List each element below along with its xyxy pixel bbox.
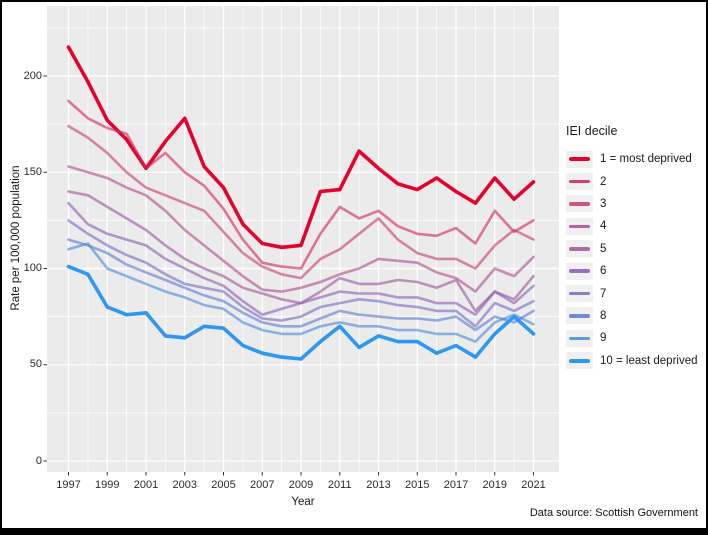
legend-key-icon — [566, 150, 593, 168]
legend-item-decile-6: 6 — [566, 260, 704, 282]
x-tick-label: 2015 — [405, 479, 430, 491]
x-tick-label: 2007 — [250, 479, 275, 491]
x-tick-label: 2005 — [211, 479, 236, 491]
series-line-decile-2 — [67, 99, 535, 270]
legend-key-icon — [566, 173, 593, 191]
legend-item-decile-1: 1 = most deprived — [566, 148, 704, 170]
x-tick-label: 2019 — [482, 479, 507, 491]
legend-swatch — [569, 269, 590, 273]
y-tick-label: 100 — [23, 262, 42, 274]
legend-label: 10 = least deprived — [600, 354, 698, 367]
legend-item-decile-2: 2 — [566, 170, 704, 192]
legend: IEI decile 1 = most deprived 2 3 4 5 6 7 8 9 10 =… — [566, 124, 704, 372]
plot-area — [43, 6, 559, 476]
legend-key-icon — [566, 195, 593, 213]
legend-label: 9 — [600, 332, 607, 345]
legend-item-decile-8: 8 — [566, 305, 704, 327]
x-tick-label: 2001 — [133, 479, 159, 491]
legend-swatch — [569, 247, 590, 251]
legend-key-icon — [566, 285, 593, 303]
y-tick-label: 50 — [29, 358, 42, 371]
x-tick-label: 2009 — [288, 479, 314, 491]
data-source-caption: Data source: Scottish Government — [529, 507, 698, 519]
legend-key-icon — [566, 329, 593, 347]
legend-items: 1 = most deprived 2 3 4 5 6 7 8 9 10 = least depr… — [566, 148, 704, 372]
legend-item-decile-4: 4 — [566, 215, 704, 237]
legend-swatch — [569, 314, 590, 318]
legend-swatch — [569, 358, 590, 363]
y-tick-label: 0 — [35, 454, 42, 467]
legend-label: 6 — [600, 265, 607, 278]
legend-item-decile-9: 9 — [566, 327, 704, 349]
x-tick-label: 1997 — [56, 479, 81, 491]
legend-key-icon — [566, 352, 593, 370]
legend-item-decile-10: 10 = least deprived — [566, 350, 704, 372]
legend-key-icon — [566, 307, 593, 325]
legend-label: 4 — [600, 220, 607, 233]
series-line-decile-10 — [66, 264, 536, 361]
legend-swatch — [569, 291, 590, 296]
x-tick-label: 2003 — [172, 479, 197, 491]
y-tick-label: 150 — [23, 165, 42, 178]
legend-label: 5 — [600, 242, 607, 255]
legend-title: IEI decile — [566, 124, 618, 138]
legend-label: 1 = most deprived — [600, 153, 692, 166]
x-tick-label: 2013 — [366, 479, 391, 491]
x-tick-label: 2021 — [521, 479, 546, 491]
legend-swatch — [569, 336, 590, 341]
legend-item-decile-5: 5 — [566, 238, 704, 260]
legend-label: 7 — [600, 287, 607, 300]
legend-swatch — [569, 179, 590, 184]
series-line-decile-6 — [67, 201, 535, 317]
legend-key-icon — [566, 262, 593, 280]
legend-label: 8 — [600, 309, 607, 322]
legend-key-icon — [566, 217, 593, 235]
x-tick-label: 2011 — [327, 479, 352, 491]
series-line-decile-3 — [67, 124, 535, 280]
series-line-decile-9 — [67, 242, 535, 343]
legend-swatch — [569, 157, 590, 162]
legend-label: 2 — [600, 175, 607, 188]
y-axis-title: Rate per 100,000 population — [10, 165, 22, 311]
series-line-decile-8 — [67, 238, 535, 332]
series-line-decile-4 — [67, 165, 535, 293]
x-axis-title: Year — [291, 496, 315, 508]
series-line-decile-7 — [67, 219, 535, 328]
legend-item-decile-3: 3 — [566, 193, 704, 215]
legend-label: 3 — [600, 197, 607, 210]
x-tick-label: 1999 — [95, 479, 120, 491]
legend-swatch — [569, 224, 590, 229]
line-chart: Rate per 100,000 population 0 50 100 150 200… — [2, 2, 706, 528]
legend-swatch — [569, 202, 590, 206]
legend-item-decile-7: 7 — [566, 282, 704, 304]
y-tick-label: 200 — [23, 69, 42, 82]
x-tick-label: 2017 — [443, 479, 469, 491]
legend-key-icon — [566, 240, 593, 258]
